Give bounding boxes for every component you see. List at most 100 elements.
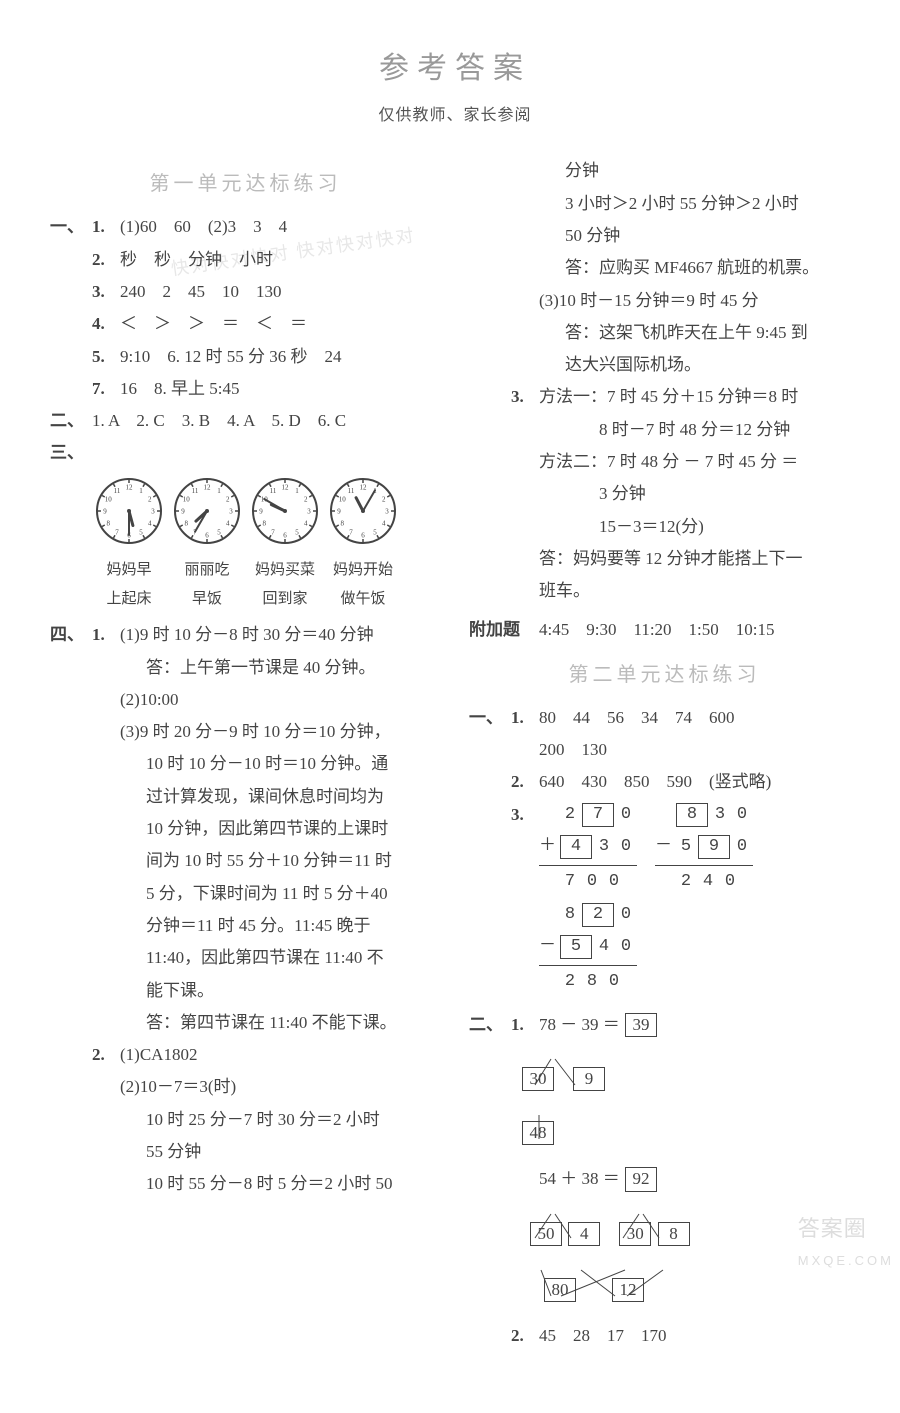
svg-text:2: 2	[148, 495, 152, 503]
svg-text:7: 7	[349, 528, 353, 536]
branch-eq: 78 － 39 ＝ 39	[539, 1009, 860, 1041]
item-num: 3.	[92, 276, 120, 308]
section-marker: 二、	[50, 405, 92, 437]
section-marker: 一、	[50, 211, 92, 243]
unit2-title: 第二单元达标练习	[469, 656, 860, 694]
section-marker: 四、	[50, 619, 92, 651]
svg-text:9: 9	[337, 507, 341, 515]
answer-text: 方法二：7 时 48 分 － 7 时 45 分 ＝	[469, 446, 860, 478]
answer-text: 80 44 56 34 74 600	[539, 702, 860, 734]
answer-text: 11:40，因此第四节课在 11:40 不	[50, 942, 441, 974]
answer-text: 达大兴国际机场。	[469, 349, 860, 381]
svg-text:7: 7	[271, 528, 275, 536]
answer-text: 3 小时＞2 小时 55 分钟＞2 小时	[469, 188, 860, 220]
svg-text:2: 2	[382, 495, 386, 503]
answer-text: (2)10－7＝3(时)	[50, 1071, 441, 1103]
svg-text:5: 5	[295, 528, 299, 536]
clock-item: 123456789101112妈妈早上起床	[94, 476, 164, 614]
answer-text: 55 分钟	[50, 1136, 441, 1168]
answer-text: 200 130	[469, 734, 860, 766]
answer-text: 能下课。	[50, 975, 441, 1007]
svg-text:3: 3	[229, 507, 233, 515]
answer-text: 10 时 10 分－10 时＝10 分钟。通	[50, 748, 441, 780]
answer-text: 答：妈妈要等 12 分钟才能搭上下一	[469, 543, 860, 575]
extra-label: 附加题	[469, 614, 539, 646]
svg-text:4: 4	[226, 519, 230, 527]
vertical-calc: 270 ＋430 700	[539, 799, 637, 899]
svg-text:11: 11	[270, 487, 277, 495]
item-num: 1.	[92, 211, 120, 243]
item-num: 3.	[511, 799, 539, 999]
svg-text:11: 11	[114, 487, 121, 495]
svg-text:5: 5	[373, 528, 377, 536]
item-num: 3.	[511, 381, 539, 413]
svg-text:9: 9	[259, 507, 263, 515]
svg-text:5: 5	[139, 528, 143, 536]
section-marker: 二、	[469, 1009, 511, 1041]
answer-text: 答：第四节课在 11:40 不能下课。	[50, 1007, 441, 1039]
svg-text:10: 10	[183, 495, 191, 503]
answer-text: 8 时－7 时 48 分＝12 分钟	[469, 414, 860, 446]
answer-text: 9:10 6. 12 时 55 分 36 秒 24	[120, 341, 441, 373]
svg-text:6: 6	[361, 531, 365, 539]
svg-text:1: 1	[295, 487, 299, 495]
svg-text:1: 1	[217, 487, 221, 495]
clock-item: 123456789101112妈妈开始做午饭	[328, 476, 398, 614]
answer-text: 分钟	[469, 155, 860, 187]
item-num: 1.	[92, 619, 120, 651]
svg-text:12: 12	[282, 483, 290, 491]
svg-text:3: 3	[151, 507, 155, 515]
svg-text:8: 8	[262, 519, 266, 527]
answer-text: 640 430 850 590 (竖式略)	[539, 766, 860, 798]
svg-text:4: 4	[382, 519, 386, 527]
clocks-row: 123456789101112妈妈早上起床123456789101112丽丽吃早…	[50, 476, 441, 614]
section-marker: 一、	[469, 702, 511, 734]
right-column: 分钟 3 小时＞2 小时 55 分钟＞2 小时 50 分钟 答：应购买 MF46…	[469, 155, 860, 1352]
svg-text:8: 8	[106, 519, 110, 527]
section-marker: 三、	[50, 437, 92, 469]
answer-text: 方法一：7 时 45 分＋15 分钟＝8 时	[539, 381, 860, 413]
branch-eq: 54 ＋ 38 ＝ 92	[539, 1163, 860, 1195]
answer-text: (1)9 时 10 分－8 时 30 分＝40 分钟	[120, 619, 441, 651]
item-num: 2.	[92, 1039, 120, 1071]
item-num: 1.	[511, 1009, 539, 1041]
vertical-calc: 820 －540 280	[539, 899, 637, 999]
svg-text:11: 11	[192, 487, 199, 495]
item-num: 2.	[92, 244, 120, 276]
answer-text: 10 分钟，因此第四节课的上课时	[50, 813, 441, 845]
svg-text:4: 4	[304, 519, 308, 527]
item-num: 1.	[511, 702, 539, 734]
clock-item: 123456789101112妈妈买菜回到家	[250, 476, 320, 614]
answer-text: (1)CA1802	[120, 1039, 441, 1071]
answer-text: 分钟＝11 时 45 分。11:45 晚于	[50, 910, 441, 942]
answer-text: 答：上午第一节课是 40 分钟。	[50, 652, 441, 684]
svg-text:9: 9	[103, 507, 107, 515]
item-num: 2.	[511, 766, 539, 798]
answer-text: 15－3＝12(分)	[469, 511, 860, 543]
svg-text:9: 9	[181, 507, 185, 515]
clock-item: 123456789101112丽丽吃早饭	[172, 476, 242, 614]
vertical-calc: 830 －590 240	[655, 799, 753, 899]
answer-text: 16 8. 早上 5:45	[120, 373, 441, 405]
svg-text:2: 2	[304, 495, 308, 503]
subtitle: 仅供教师、家长参阅	[50, 101, 860, 131]
svg-text:12: 12	[360, 483, 368, 491]
vertical-calcs: 270 ＋430 700 830 －590 240 820 －540 280	[539, 799, 860, 999]
answer-text: 50 分钟	[469, 220, 860, 252]
svg-text:1: 1	[139, 487, 143, 495]
item-num: 7.	[92, 373, 120, 405]
item-num: 5.	[92, 341, 120, 373]
answer-text: 240 2 45 10 130	[120, 276, 441, 308]
svg-text:6: 6	[205, 531, 209, 539]
page-title: 参考答案	[50, 40, 860, 97]
svg-text:3: 3	[385, 507, 389, 515]
svg-text:6: 6	[283, 531, 287, 539]
answer-text: 过计算发现，课间休息时间均为	[50, 781, 441, 813]
answer-text: 4:45 9:30 11:20 1:50 10:15	[539, 614, 860, 646]
branch-diagram: 30 9 48	[521, 1063, 860, 1150]
branch-diagram: 50 4 30 8 80 12	[529, 1218, 860, 1307]
svg-text:11: 11	[348, 487, 355, 495]
svg-text:8: 8	[184, 519, 188, 527]
left-column: 第一单元达标练习 一、1.(1)60 60 (2)3 3 4 2.秒 秒 分钟 …	[50, 155, 441, 1352]
svg-text:12: 12	[204, 483, 212, 491]
